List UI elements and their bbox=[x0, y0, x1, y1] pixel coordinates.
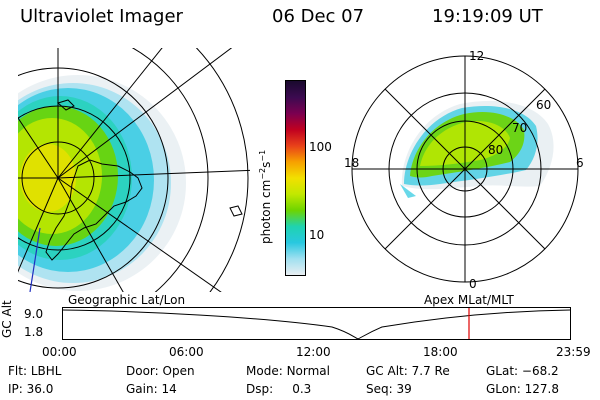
timeline-y-tick-low: 1.8 bbox=[24, 325, 44, 339]
geographic-map bbox=[18, 48, 250, 292]
mlat-label-60: 60 bbox=[536, 98, 551, 112]
polar-mlt-plot: 12 6 0 18 60 70 80 bbox=[344, 49, 584, 291]
status-glon-value: 127.8 bbox=[524, 382, 559, 396]
timeline-x-tick-2359: 23:59 bbox=[556, 345, 591, 359]
status-dsp-value: 0.3 bbox=[292, 382, 312, 396]
mlat-label-80: 80 bbox=[488, 143, 503, 157]
observation-date: 06 Dec 07 bbox=[272, 6, 365, 27]
status-glat: GLat: −68.2 bbox=[486, 364, 559, 378]
colorbar-unit-label: photon cm−2s−1 bbox=[258, 149, 273, 244]
timeline-x-tick-0000: 00:00 bbox=[42, 345, 77, 359]
status-mode-value: Normal bbox=[286, 364, 330, 378]
status-seq-value: 39 bbox=[396, 382, 412, 396]
timeline-y-axis-label: GC Alt bbox=[0, 300, 14, 338]
mlt-label-0: 0 bbox=[469, 277, 477, 291]
instrument-title: Ultraviolet Imager bbox=[20, 6, 183, 27]
status-gain: Gain: 14 bbox=[126, 382, 177, 396]
polar-aurora-image bbox=[400, 100, 554, 198]
mlt-meridians bbox=[352, 56, 578, 282]
status-glat-value: −68.2 bbox=[521, 364, 559, 378]
status-seq: Seq: 39 bbox=[366, 382, 412, 396]
satellite-track bbox=[29, 227, 41, 292]
status-filter-value: LBHL bbox=[30, 364, 62, 378]
altitude-timeline bbox=[62, 307, 571, 340]
status-ip: IP: 36.0 bbox=[8, 382, 54, 396]
colorbar-tick-10: 10 bbox=[309, 228, 325, 242]
status-door: Door: Open bbox=[126, 364, 195, 378]
colorbar-tick-100: 100 bbox=[309, 140, 332, 154]
status-dsp: Dsp: 0.3 bbox=[246, 382, 312, 396]
timeline-x-tick-1800: 18:00 bbox=[423, 345, 458, 359]
mlat-label-70: 70 bbox=[512, 121, 527, 135]
coastline bbox=[45, 159, 143, 261]
timeline-x-tick-1200: 12:00 bbox=[296, 345, 331, 359]
projection-label-apex: Apex MLat/MLT bbox=[424, 293, 514, 307]
status-mode: Mode: Normal bbox=[246, 364, 330, 378]
meridians bbox=[18, 48, 250, 292]
status-glon: GLon: 127.8 bbox=[486, 382, 559, 396]
timeline-x-tick-0600: 06:00 bbox=[169, 345, 204, 359]
status-gc-alt-value: 7.7 Re bbox=[411, 364, 450, 378]
status-door-value: Open bbox=[162, 364, 195, 378]
projection-label-geographic: Geographic Lat/Lon bbox=[68, 293, 186, 307]
colorbar bbox=[285, 80, 306, 276]
status-gain-value: 14 bbox=[161, 382, 177, 396]
mlt-label-6: 6 bbox=[576, 156, 584, 170]
status-gc-alt: GC Alt: 7.7 Re bbox=[366, 364, 450, 378]
mlt-label-12: 12 bbox=[469, 49, 484, 63]
observation-time: 19:19:09 UT bbox=[432, 6, 543, 27]
timeline-y-tick-high: 9.0 bbox=[24, 307, 44, 321]
mlt-label-18: 18 bbox=[344, 156, 359, 170]
altitude-curve bbox=[62, 309, 571, 340]
status-filter: Flt: LBHL bbox=[8, 364, 62, 378]
status-ip-value: 36.0 bbox=[26, 382, 54, 396]
